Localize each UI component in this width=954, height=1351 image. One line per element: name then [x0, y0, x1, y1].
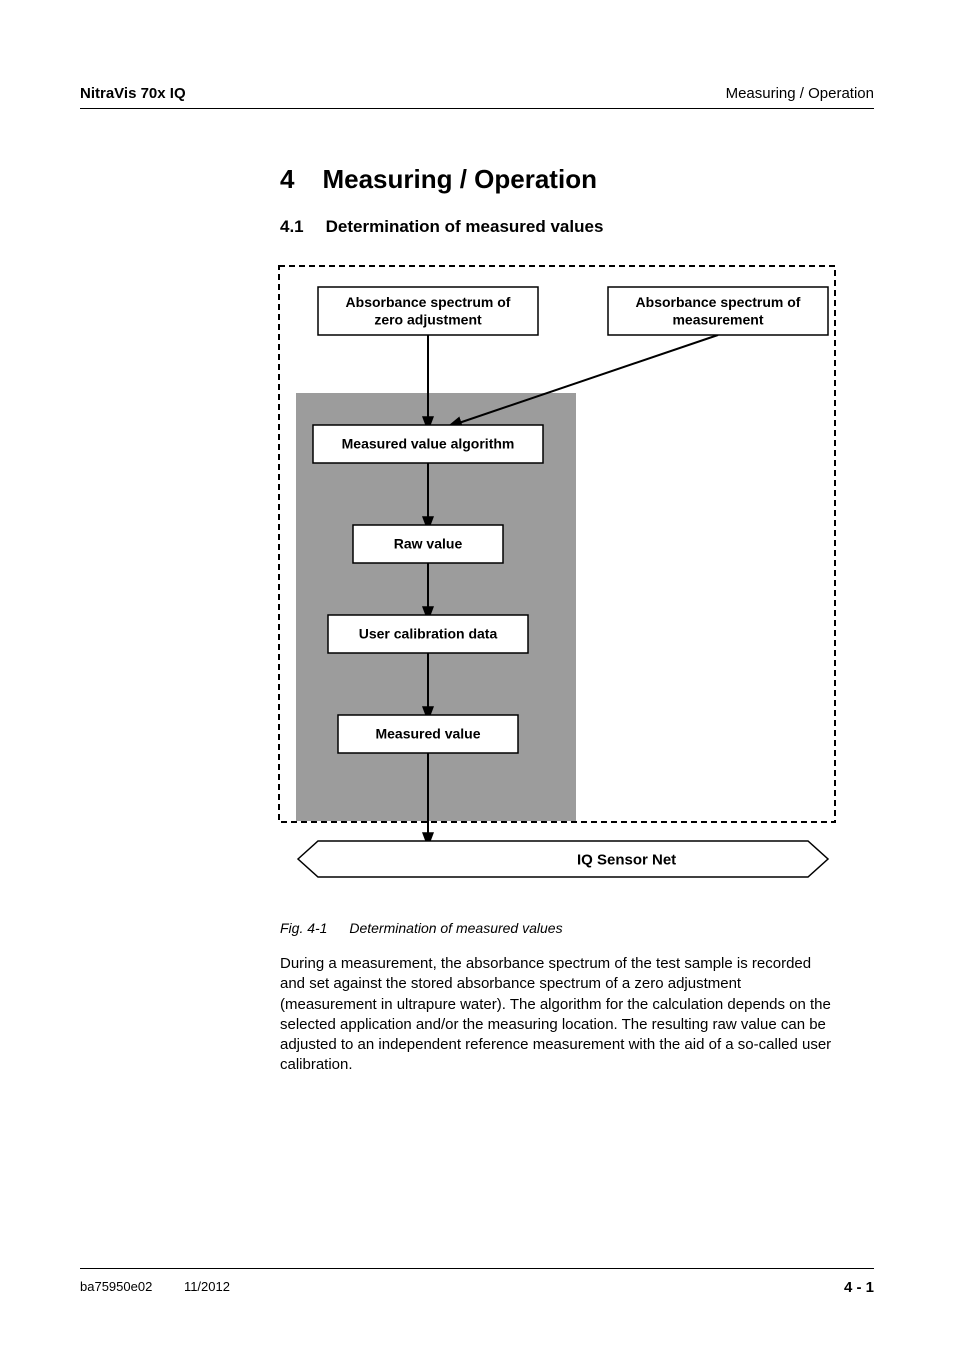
- header-product: NitraVis 70x IQ: [80, 85, 186, 102]
- page-footer: ba75950e02 11/2012 4 - 1: [80, 1268, 874, 1296]
- section-title: Determination of measured values: [326, 217, 604, 237]
- figure-caption-text: Determination of measured values: [349, 920, 562, 936]
- header-section: Measuring / Operation: [726, 85, 874, 102]
- svg-text:Measured value: Measured value: [375, 726, 480, 742]
- page-header: NitraVis 70x IQ Measuring / Operation: [80, 85, 874, 109]
- footer-page-number: 4 - 1: [844, 1279, 874, 1296]
- svg-text:measurement: measurement: [672, 311, 763, 327]
- footer-doc-id: ba75950e02: [80, 1279, 152, 1294]
- figure-caption-num: Fig. 4-1: [280, 920, 327, 936]
- content-area: 4 Measuring / Operation 4.1 Determinatio…: [280, 164, 874, 1076]
- section-number: 4.1: [280, 217, 304, 237]
- chapter-heading: 4 Measuring / Operation: [280, 164, 874, 195]
- figure-caption: Fig. 4-1 Determination of measured value…: [280, 920, 874, 936]
- chapter-number: 4: [280, 164, 294, 195]
- svg-text:IQ Sensor Net: IQ Sensor Net: [577, 851, 676, 868]
- svg-text:zero adjustment: zero adjustment: [374, 311, 482, 327]
- footer-date: 11/2012: [184, 1279, 230, 1294]
- footer-left: ba75950e02 11/2012: [80, 1279, 258, 1296]
- flowchart-diagram: Absorbance spectrum ofzero adjustmentAbs…: [278, 265, 874, 890]
- flowchart-svg: Absorbance spectrum ofzero adjustmentAbs…: [278, 265, 838, 885]
- svg-text:Absorbance spectrum of: Absorbance spectrum of: [636, 294, 801, 310]
- svg-text:User calibration data: User calibration data: [359, 626, 498, 642]
- svg-text:Measured value algorithm: Measured value algorithm: [342, 436, 515, 452]
- section-heading: 4.1 Determination of measured values: [280, 217, 874, 237]
- body-paragraph: During a measurement, the absorbance spe…: [280, 954, 840, 1076]
- chapter-title: Measuring / Operation: [322, 164, 597, 195]
- svg-text:Absorbance spectrum of: Absorbance spectrum of: [346, 294, 511, 310]
- svg-text:Raw value: Raw value: [394, 536, 463, 552]
